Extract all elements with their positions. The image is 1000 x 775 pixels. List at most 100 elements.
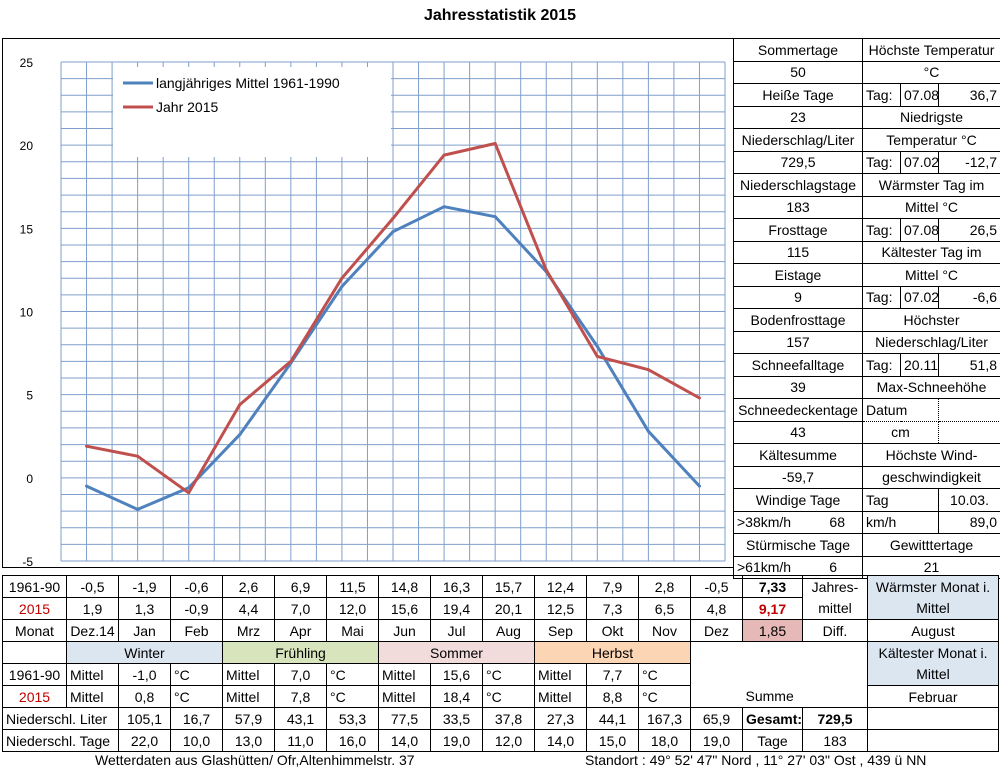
page-title: Jahresstatistik 2015 — [423, 7, 577, 24]
cm-label: cm — [862, 420, 939, 444]
month-label: Sep — [534, 619, 587, 642]
ns-tage-value: 14,0 — [534, 729, 587, 752]
wind-unit: geschwindigkeit — [861, 465, 1000, 489]
data-point-1 — [238, 403, 242, 407]
season-row-label: 1961-90 — [2, 663, 67, 686]
wt-value: 26,5 — [937, 218, 1000, 242]
niederschlag-value: 729,5 — [733, 150, 863, 174]
data-point-0 — [697, 484, 701, 488]
season-spacer — [743, 664, 803, 686]
cell-1961: 11,5 — [326, 575, 379, 598]
kaeltester-monat-label-2: Mittel — [916, 665, 950, 682]
season-sommer: Sommer — [378, 641, 535, 664]
deg-label: °C — [638, 685, 691, 708]
wind-date: 10.03. — [937, 488, 1000, 512]
ns-tage-value: 14,0 — [378, 729, 431, 752]
data-point-1 — [289, 359, 293, 363]
w38-row: >38km/h 68 — [733, 510, 863, 534]
month-label: Aug — [482, 619, 535, 642]
y-tick-label: 10 — [20, 306, 34, 320]
ns-liter-label: Niederschl. Liter — [2, 707, 119, 730]
data-point-0 — [493, 215, 497, 219]
month-label: Mai — [326, 619, 379, 642]
cell-2015: 7,0 — [274, 597, 327, 620]
windige-tage-label: Windige Tage — [733, 488, 863, 512]
legend-label-mittel: langjähriges Mittel 1961-1990 — [156, 75, 340, 91]
legend-label-2015: Jahr 2015 — [156, 99, 218, 115]
ns-tage-label: Niederschl. Tage — [2, 729, 119, 752]
frosttage-value: 115 — [733, 240, 863, 264]
row-label-2015: 2015 — [2, 597, 67, 620]
ns-liter-value: 167,3 — [638, 707, 691, 730]
w61-label: >61km/h — [737, 559, 792, 576]
ns-liter-value: 57,9 — [222, 707, 275, 730]
y-tick-label: 15 — [20, 222, 34, 236]
ns-liter-value: 44,1 — [586, 707, 639, 730]
waermster-monat-label-2: Mittel — [916, 599, 950, 616]
empty-cell — [867, 729, 999, 752]
cell-2015: 20,1 — [482, 597, 535, 620]
data-point-1 — [697, 396, 701, 400]
kaeltester-monat-label: Kältester Monat i. Mittel — [867, 641, 999, 686]
season-spacer — [691, 686, 743, 708]
ns-liter-value: 77,5 — [378, 707, 431, 730]
eistage-value: 9 — [733, 285, 863, 309]
frosttage-label: Frosttage — [733, 218, 863, 242]
season-spacer — [691, 664, 743, 686]
kt-date: 07.02. — [900, 285, 939, 309]
ns-tage-value: 11,0 — [274, 729, 327, 752]
cell-2015: 1,3 — [118, 597, 171, 620]
ns-tage-value: 16,0 — [326, 729, 379, 752]
month-label: Jan — [118, 619, 171, 642]
ns-liter-value: 37,8 — [482, 707, 535, 730]
season-value: 18,4 — [430, 685, 483, 708]
row-1961: 1961-90 -0,5 -1,9 -0,6 2,6 6,9 11,5 14,8 16,3 15,… — [2, 575, 999, 620]
hoechste-temp-unit: °C — [861, 60, 1000, 84]
niederschlagstage-label: Niederschlagstage — [733, 173, 863, 197]
season-spacer — [2, 641, 67, 664]
deg-label: °C — [326, 685, 379, 708]
data-point-0 — [136, 507, 140, 511]
niederschlagstage-value: 183 — [733, 195, 863, 219]
season-spacer — [691, 642, 743, 664]
season-row-label: 2015 — [2, 685, 67, 708]
season-value: 15,6 — [430, 663, 483, 686]
cell-2015: 12,5 — [534, 597, 587, 620]
y-tick-label: 20 — [20, 139, 34, 153]
wind-value: 89,0 — [937, 510, 1000, 534]
data-point-0 — [391, 230, 395, 234]
chart-grid — [60, 61, 726, 562]
legend-box — [113, 67, 391, 157]
cm-value — [937, 420, 1000, 444]
sommertage-value: 50 — [733, 60, 863, 84]
deg-label: °C — [170, 663, 223, 686]
footer-location: Wetterdaten aus Glashütten/ Ofr,Altenhim… — [95, 752, 415, 768]
ht-date: 07.08. — [900, 83, 939, 107]
row-seasons: Winter Frühling Sommer Herbst Kältester Mona… — [2, 641, 999, 686]
month-label: Jul — [430, 619, 483, 642]
w61-value: 6 — [829, 559, 837, 576]
hoechster-ns-label: Höchster — [861, 308, 1000, 332]
season-value: -1,0 — [118, 663, 171, 686]
season-spacer — [743, 642, 803, 664]
deg-label: °C — [170, 685, 223, 708]
ns-tage-value: 19,0 — [430, 729, 483, 752]
gewitter-label: Gewitttertage — [861, 533, 1000, 557]
row-label-1961: 1961-90 — [2, 575, 67, 598]
mittel-label: mittel — [802, 597, 868, 620]
deg-label: °C — [326, 663, 379, 686]
data-point-1 — [442, 153, 446, 157]
hn-date: 20.11. — [900, 353, 939, 377]
month-label: Feb — [170, 619, 223, 642]
month-label: Nov — [638, 619, 691, 642]
nt-value: -12,7 — [937, 150, 1000, 174]
cell-1961: 15,7 — [482, 575, 535, 598]
row-season-2015: 2015 Mittel 0,8 °C Mittel 7,8 °C Mittel 18,4 °C Mi… — [2, 685, 999, 708]
diff-label: Diff. — [802, 619, 868, 642]
bodenfrost-label: Bodenfrosttage — [733, 308, 863, 332]
season-value: 0,8 — [118, 685, 171, 708]
month-label: Dez — [690, 619, 743, 642]
hoechster-ns-unit: Niederschlag/Liter — [861, 330, 1000, 354]
heisse-tage-value: 23 — [733, 105, 863, 129]
data-point-0 — [646, 429, 650, 433]
